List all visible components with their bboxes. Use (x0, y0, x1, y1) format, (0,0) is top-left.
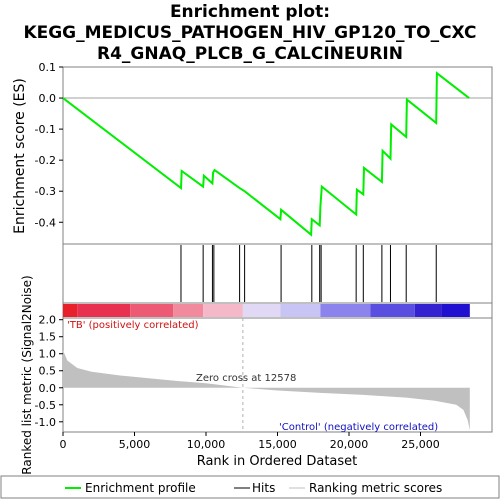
enrichment-profile-line (62, 71, 470, 237)
legend-metric-label: Ranking metric scores (309, 481, 442, 495)
metric-y-tick-label: -0.5 (35, 399, 56, 412)
x-tick-label: 25,000 (401, 438, 440, 451)
color-band-segment (280, 304, 321, 317)
color-band-segment (370, 304, 415, 317)
x-tick-label: 20,000 (330, 438, 369, 451)
es-y-axis-label: Enrichment score (ES) (12, 78, 28, 234)
color-band-segment (441, 304, 470, 317)
color-band-segment (242, 304, 281, 317)
ranked-metric-panel (62, 317, 493, 433)
legend-enrichment-label: Enrichment profile (85, 481, 196, 495)
color-band-segment (77, 304, 131, 317)
es-y-tick-label: -0.1 (35, 123, 56, 136)
es-y-tick-label: 0.1 (39, 61, 57, 74)
ranked-metric-fill (63, 350, 470, 431)
chart-title-line-3: R4_GNAQ_PLCB_G_CALCINEURIN (97, 44, 403, 64)
metric-y-tick-label: 1.0 (39, 348, 57, 361)
color-band-segment (414, 304, 442, 317)
legend: Enrichment profile Hits Ranking metric s… (0, 475, 500, 499)
color-band-segment (63, 304, 78, 317)
chart-title-line-1: Enrichment plot: (169, 2, 331, 22)
enrichment-panel (62, 66, 493, 245)
metric-y-tick-label: 1.5 (39, 331, 57, 344)
color-band-segment (130, 304, 174, 317)
x-tick-label: 5,000 (119, 438, 151, 451)
axes: 0.1 0.0 -0.1 -0.2 -0.3 -0.4 2.0 1.5 1.0 0.5 0.0 -0.… (35, 61, 440, 451)
es-y-tick-label: -0.3 (35, 185, 56, 198)
ranked-metric-area (63, 318, 470, 432)
enrichment-profile (62, 71, 492, 237)
color-band-segment (173, 304, 204, 317)
metric-y-tick-label: 2.0 (39, 314, 57, 327)
metric-y-tick-label: 0.0 (39, 382, 57, 395)
chart-title-line-2: KEGG_MEDICUS_PATHOGEN_HIV_GP120_TO_CXC (23, 23, 477, 43)
legend-hits-label: Hits (252, 481, 275, 495)
es-y-tick-label: 0.0 (39, 92, 57, 105)
x-tick-label: 10,000 (187, 438, 226, 451)
x-axis-label: Rank in Ordered Dataset (197, 454, 358, 469)
legend-box (0, 475, 500, 499)
negative-correlation-label: 'Control' (negatively correlated) (279, 422, 438, 433)
es-y-tick-label: -0.4 (35, 216, 56, 229)
correlation-color-band (63, 304, 470, 317)
zero-cross-label: Zero cross at 12578 (196, 373, 296, 384)
metric-y-tick-label: 0.5 (39, 365, 57, 378)
metric-y-tick-label: -1.0 (35, 416, 56, 429)
hit-markers (180, 245, 437, 302)
x-tick-label: 0 (60, 438, 67, 451)
metric-y-axis-label: Ranked list metric (Signal2Noise) (20, 275, 34, 474)
color-band-segment (203, 304, 243, 317)
x-tick-label: 15,000 (258, 438, 297, 451)
color-band-segment (320, 304, 371, 317)
es-y-tick-label: -0.2 (35, 154, 56, 167)
hits-panel (62, 243, 493, 304)
positive-correlation-label: 'TB' (positively correlated) (67, 320, 199, 331)
